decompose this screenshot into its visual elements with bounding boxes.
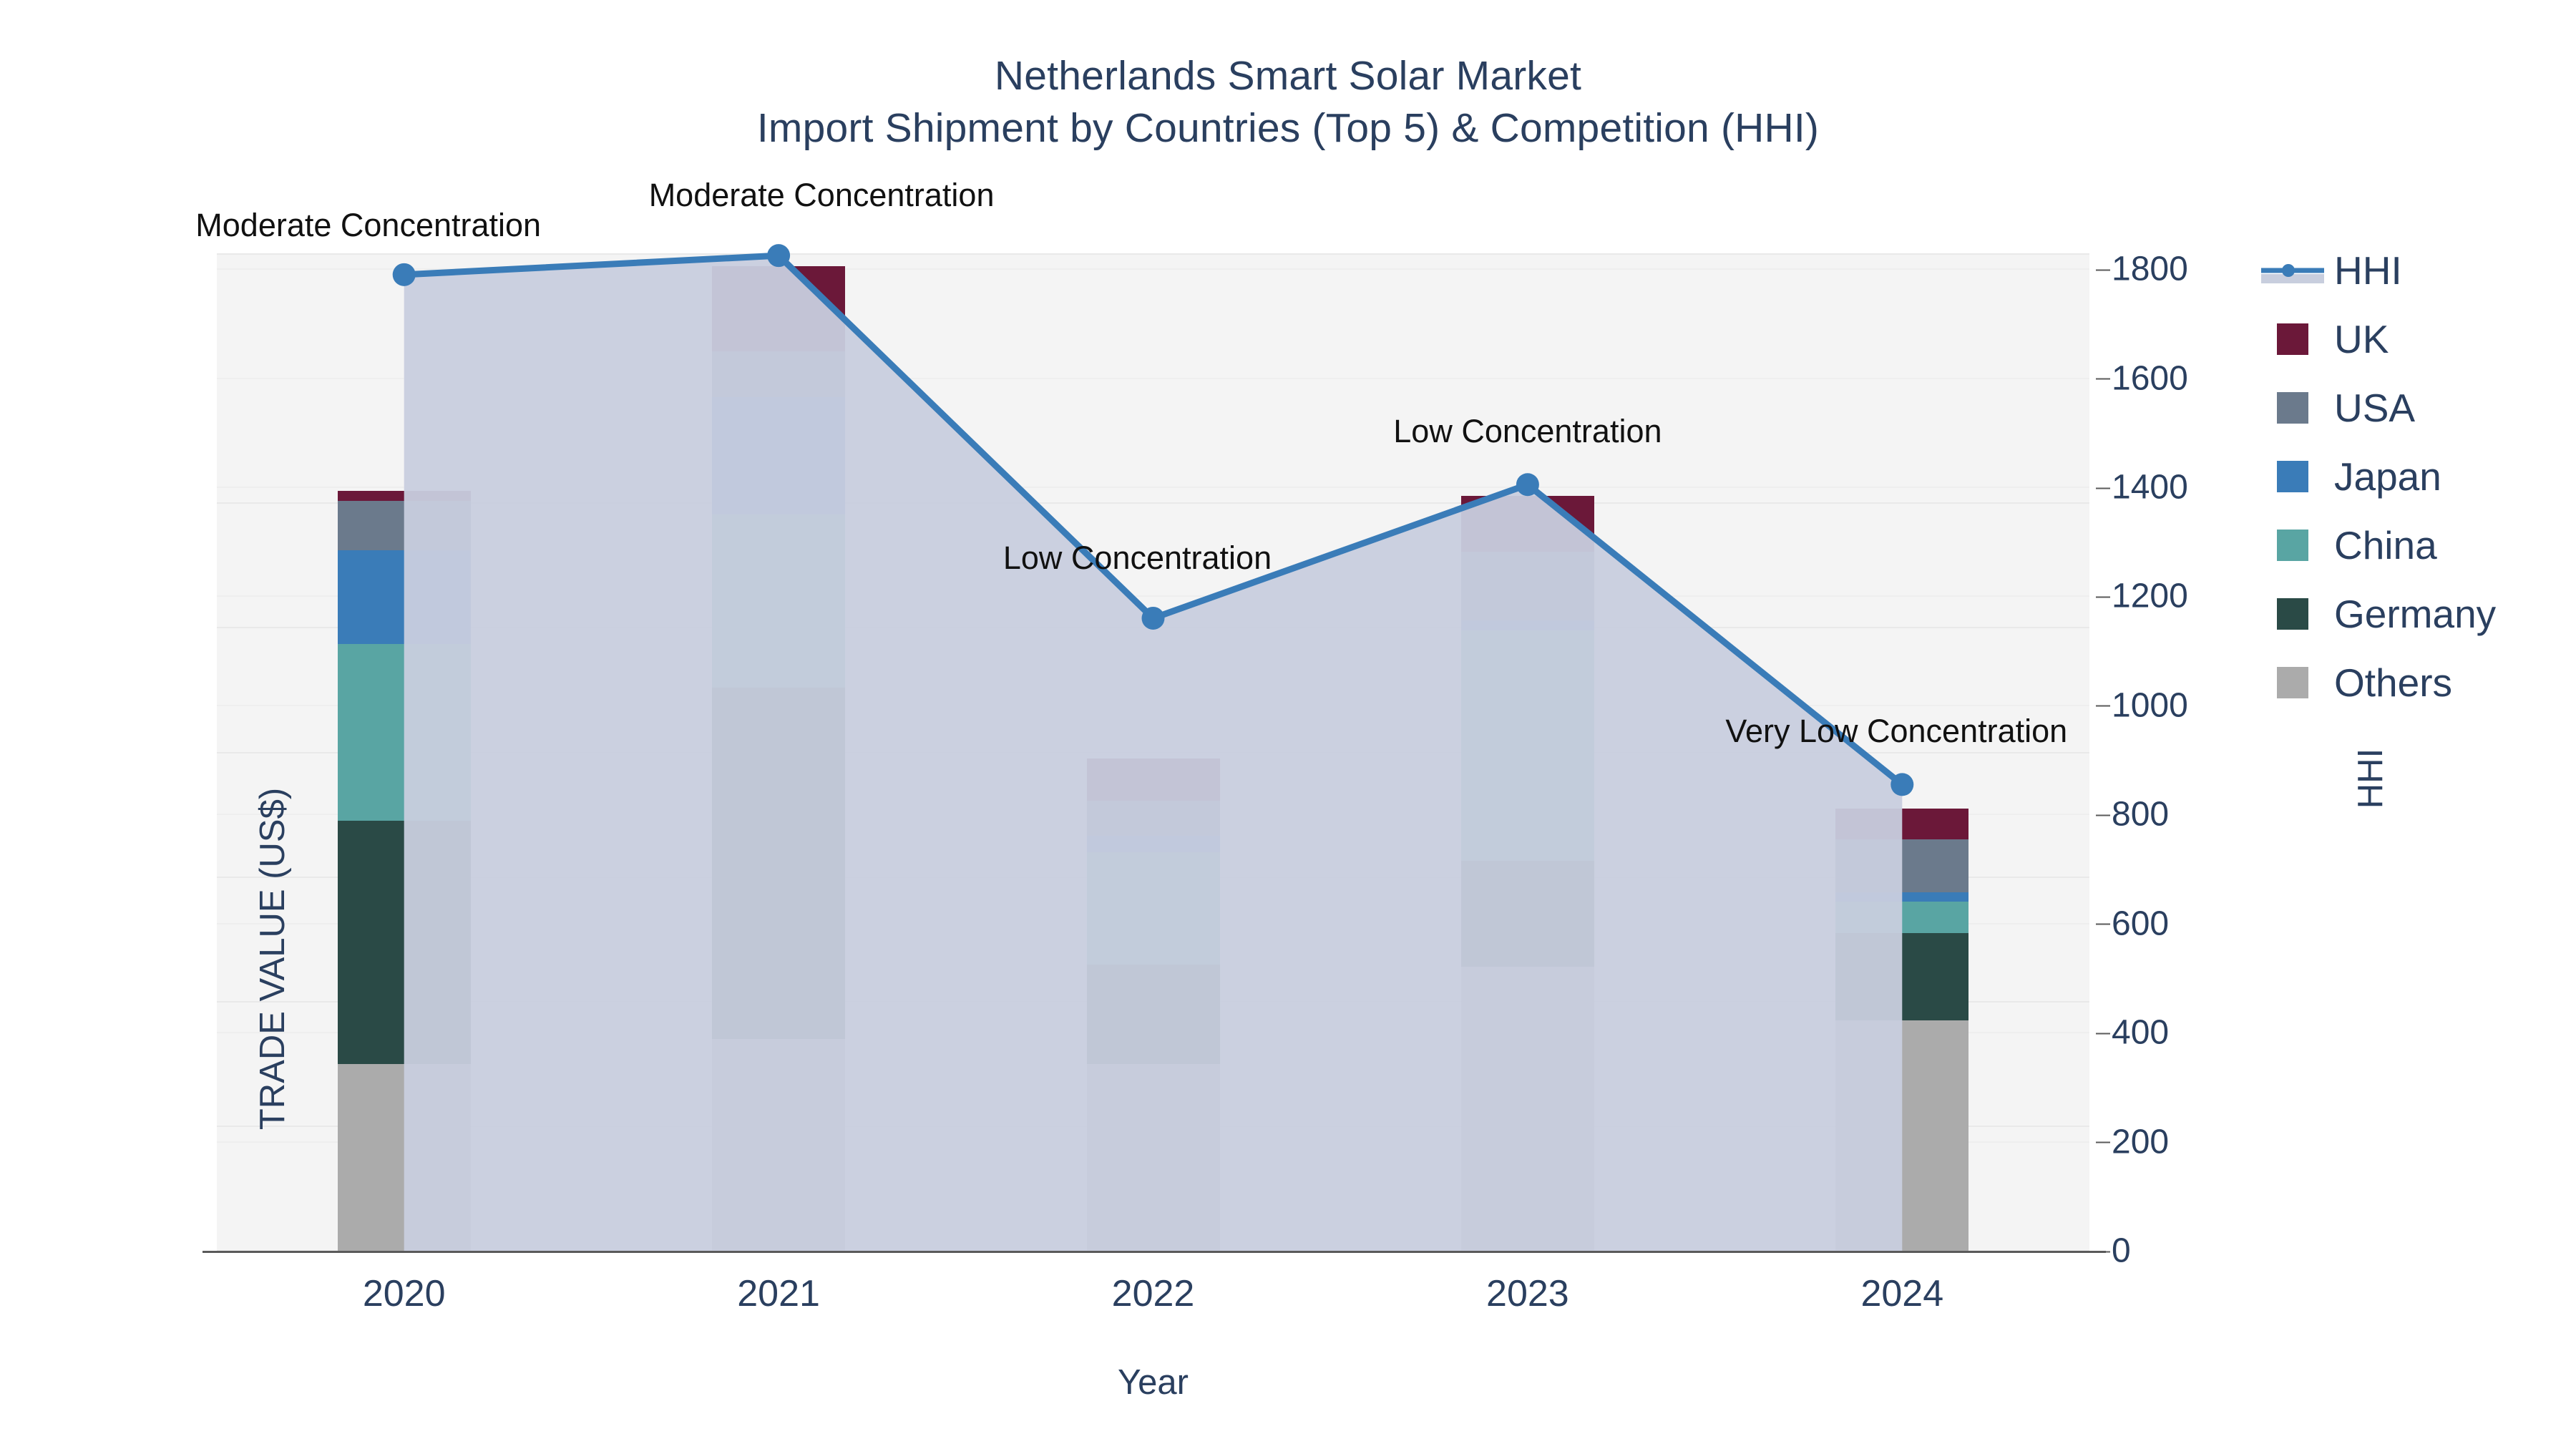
x-tick-2023: 2023 bbox=[1486, 1273, 1569, 1314]
legend-label: Germany bbox=[2334, 592, 2497, 636]
hhi-markers bbox=[392, 244, 1914, 796]
legend-item-china[interactable]: China bbox=[2261, 511, 2576, 580]
x-tick-2024: 2024 bbox=[1860, 1273, 1944, 1314]
gridline-left bbox=[217, 253, 2089, 255]
gridline-right bbox=[217, 268, 2089, 270]
annotation-2021: Moderate Concentration bbox=[648, 177, 995, 214]
x-axis-line bbox=[203, 1251, 2106, 1253]
y-tick-right-1200: 1200 bbox=[2096, 577, 2341, 616]
tick-mark bbox=[2096, 269, 2110, 271]
legend-label: Japan bbox=[2334, 454, 2441, 499]
gridline-left bbox=[217, 502, 2089, 504]
annotation-2024: Very Low Concentration bbox=[1725, 713, 2068, 750]
legend-color-swatch bbox=[2277, 667, 2308, 698]
hhi-line-layer bbox=[392, 244, 1914, 1251]
hhi-marker-2021[interactable] bbox=[767, 244, 791, 268]
gridline-right bbox=[217, 377, 2089, 379]
gridline-right bbox=[217, 487, 2089, 489]
legend-color-swatch bbox=[2277, 392, 2308, 424]
legend-marker-dot bbox=[2282, 264, 2295, 277]
y-tick-right-400: 400 bbox=[2096, 1013, 2341, 1053]
chart-legend: HHI UK USA Japan China Germany Others bbox=[2261, 236, 2576, 717]
y-tick-right-0: 0 bbox=[2096, 1231, 2341, 1271]
plot-area: Moderate Concentration Moderate Concentra… bbox=[195, 177, 2390, 1402]
legend-area-fill bbox=[2261, 274, 2324, 283]
y-tick-right-1000: 1000 bbox=[2096, 686, 2341, 725]
legend-color-swatch bbox=[2277, 530, 2308, 561]
legend-item-germany[interactable]: Germany bbox=[2261, 580, 2576, 648]
hhi-marker-2024[interactable] bbox=[1890, 773, 1914, 796]
annotation-2022: Low Concentration bbox=[1002, 539, 1272, 576]
chart-title: Netherlands Smart Solar Market Import Sh… bbox=[0, 50, 2576, 155]
y-tick-right-1600: 1600 bbox=[2096, 358, 2341, 398]
legend-item-uk[interactable]: UK bbox=[2261, 305, 2576, 374]
y-tick-right-600: 600 bbox=[2096, 904, 2341, 943]
legend-color-swatch bbox=[2277, 461, 2308, 492]
legend-item-japan[interactable]: Japan bbox=[2261, 442, 2576, 511]
tick-mark bbox=[2096, 1141, 2110, 1143]
tick-mark bbox=[2096, 1033, 2110, 1035]
legend-color-swatch bbox=[2277, 598, 2308, 630]
annotation-2020: Moderate Concentration bbox=[195, 206, 542, 243]
legend-color-swatch bbox=[2277, 323, 2308, 355]
tick-mark bbox=[2096, 705, 2110, 707]
legend-label: UK bbox=[2334, 317, 2389, 361]
x-axis-title: Year bbox=[1117, 1363, 1189, 1402]
x-tick-2021: 2021 bbox=[737, 1273, 820, 1314]
legend-label: USA bbox=[2334, 386, 2416, 430]
y-axis-left-title: TRADE VALUE (US$) bbox=[253, 787, 292, 1131]
y-tick-right-800: 800 bbox=[2096, 795, 2341, 834]
hhi-area-fill bbox=[404, 255, 1903, 1251]
legend-item-others[interactable]: Others bbox=[2261, 648, 2576, 717]
legend-label: China bbox=[2334, 523, 2437, 567]
tick-mark bbox=[2096, 923, 2110, 925]
hhi-marker-2023[interactable] bbox=[1516, 473, 1539, 497]
x-tick-2022: 2022 bbox=[1111, 1273, 1195, 1314]
x-tick-2020: 2020 bbox=[362, 1273, 446, 1314]
y-tick-right-200: 200 bbox=[2096, 1122, 2341, 1161]
tick-mark bbox=[2096, 487, 2110, 489]
legend-label: Others bbox=[2334, 660, 2453, 705]
tick-mark bbox=[2096, 596, 2110, 598]
chart-title-line-2: Import Shipment by Countries (Top 5) & C… bbox=[756, 104, 1820, 151]
y-tick-right-1800: 1800 bbox=[2096, 250, 2341, 289]
tick-mark bbox=[2096, 814, 2110, 816]
annotation-2023: Low Concentration bbox=[1393, 413, 1662, 450]
gridline-right bbox=[217, 595, 2089, 597]
legend-item-usa[interactable]: USA bbox=[2261, 374, 2576, 442]
hhi-marker-2022[interactable] bbox=[1141, 606, 1165, 630]
legend-item-hhi[interactable]: HHI bbox=[2261, 236, 2576, 305]
y-tick-right-1400: 1400 bbox=[2096, 468, 2341, 507]
legend-line-swatch bbox=[2261, 255, 2324, 286]
hhi-marker-2020[interactable] bbox=[392, 263, 416, 286]
legend-label: HHI bbox=[2334, 248, 2402, 293]
chart-title-line-1: Netherlands Smart Solar Market bbox=[994, 53, 1582, 99]
tick-mark bbox=[2096, 378, 2110, 380]
